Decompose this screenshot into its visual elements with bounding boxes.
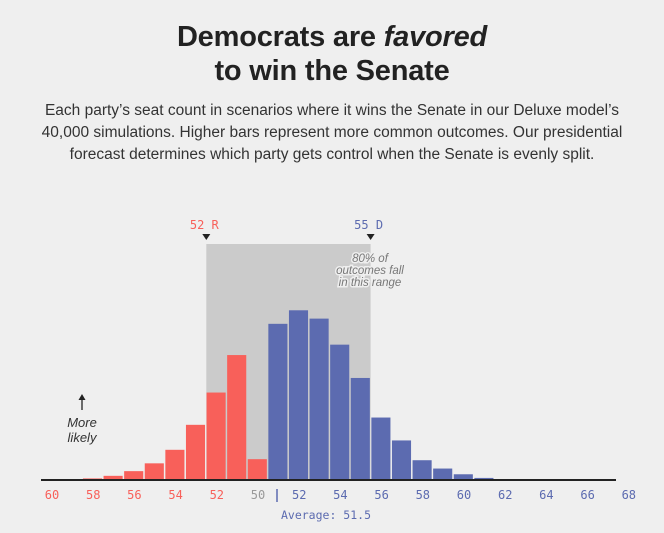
average-label: Average: 51.5 bbox=[281, 508, 371, 522]
range-end-marker-icon bbox=[366, 234, 375, 240]
democrat-bar bbox=[288, 310, 309, 480]
democrat-bar bbox=[412, 460, 432, 480]
x-tick-label: 62 bbox=[498, 488, 512, 502]
democrat-bar bbox=[453, 474, 473, 480]
x-tick-label: 56 bbox=[127, 488, 141, 502]
republican-bar bbox=[165, 449, 185, 480]
chart-subtitle: Each party’s seat count in scenarios whe… bbox=[41, 102, 623, 163]
republican-bar bbox=[247, 459, 267, 480]
republican-bar bbox=[124, 471, 144, 480]
more-likely-label: likely bbox=[68, 430, 98, 445]
range-note-line: in this range bbox=[339, 277, 402, 289]
title-line-1: Democrats are favored bbox=[0, 20, 664, 54]
republican-bar bbox=[206, 392, 226, 480]
x-tick-label: 58 bbox=[416, 488, 430, 502]
democrat-bar bbox=[350, 377, 370, 480]
x-tick-label: 54 bbox=[168, 488, 182, 502]
x-tick-label: 58 bbox=[86, 488, 100, 502]
republican-bar bbox=[103, 475, 123, 480]
democrat-bar bbox=[474, 477, 494, 480]
title-line-2: to win the Senate bbox=[214, 55, 450, 87]
x-tick-label: 60 bbox=[45, 488, 59, 502]
democrat-bar bbox=[433, 468, 453, 480]
republican-bar bbox=[185, 424, 206, 480]
democrat-bar bbox=[371, 417, 391, 480]
democrat-bar bbox=[309, 318, 329, 480]
x-tick-label: 64 bbox=[539, 488, 553, 502]
x-tick-label: 52 bbox=[292, 488, 306, 502]
range-start-label: 52 R bbox=[190, 218, 220, 232]
range-note-line: outcomes fall bbox=[336, 265, 404, 277]
x-tick-label: 52 bbox=[210, 488, 224, 502]
republican-bar bbox=[144, 463, 164, 480]
chart-title: Democrats are favored to win the Senate bbox=[0, 20, 664, 88]
range-start-marker-icon bbox=[202, 234, 211, 240]
democrat-bar bbox=[391, 440, 412, 480]
title-plain: Democrats are bbox=[176, 21, 384, 53]
x-tick-label: 60 bbox=[457, 488, 471, 502]
democrat-bar bbox=[268, 323, 288, 480]
republican-bar bbox=[227, 355, 247, 480]
more-likely-label: More bbox=[67, 415, 97, 430]
democrat-bar bbox=[330, 344, 350, 480]
x-tick-label: 56 bbox=[374, 488, 388, 502]
range-note-line: 80% of bbox=[352, 253, 390, 265]
more-likely-arrowhead-icon bbox=[78, 394, 86, 400]
title-italic: favored bbox=[383, 21, 488, 53]
x-tick-label: 54 bbox=[333, 488, 347, 502]
range-end-label: 55 D bbox=[354, 218, 383, 232]
x-tick-label: 50 bbox=[251, 488, 265, 502]
x-tick-label: 66 bbox=[580, 488, 594, 502]
x-tick-label: 68 bbox=[622, 488, 636, 502]
